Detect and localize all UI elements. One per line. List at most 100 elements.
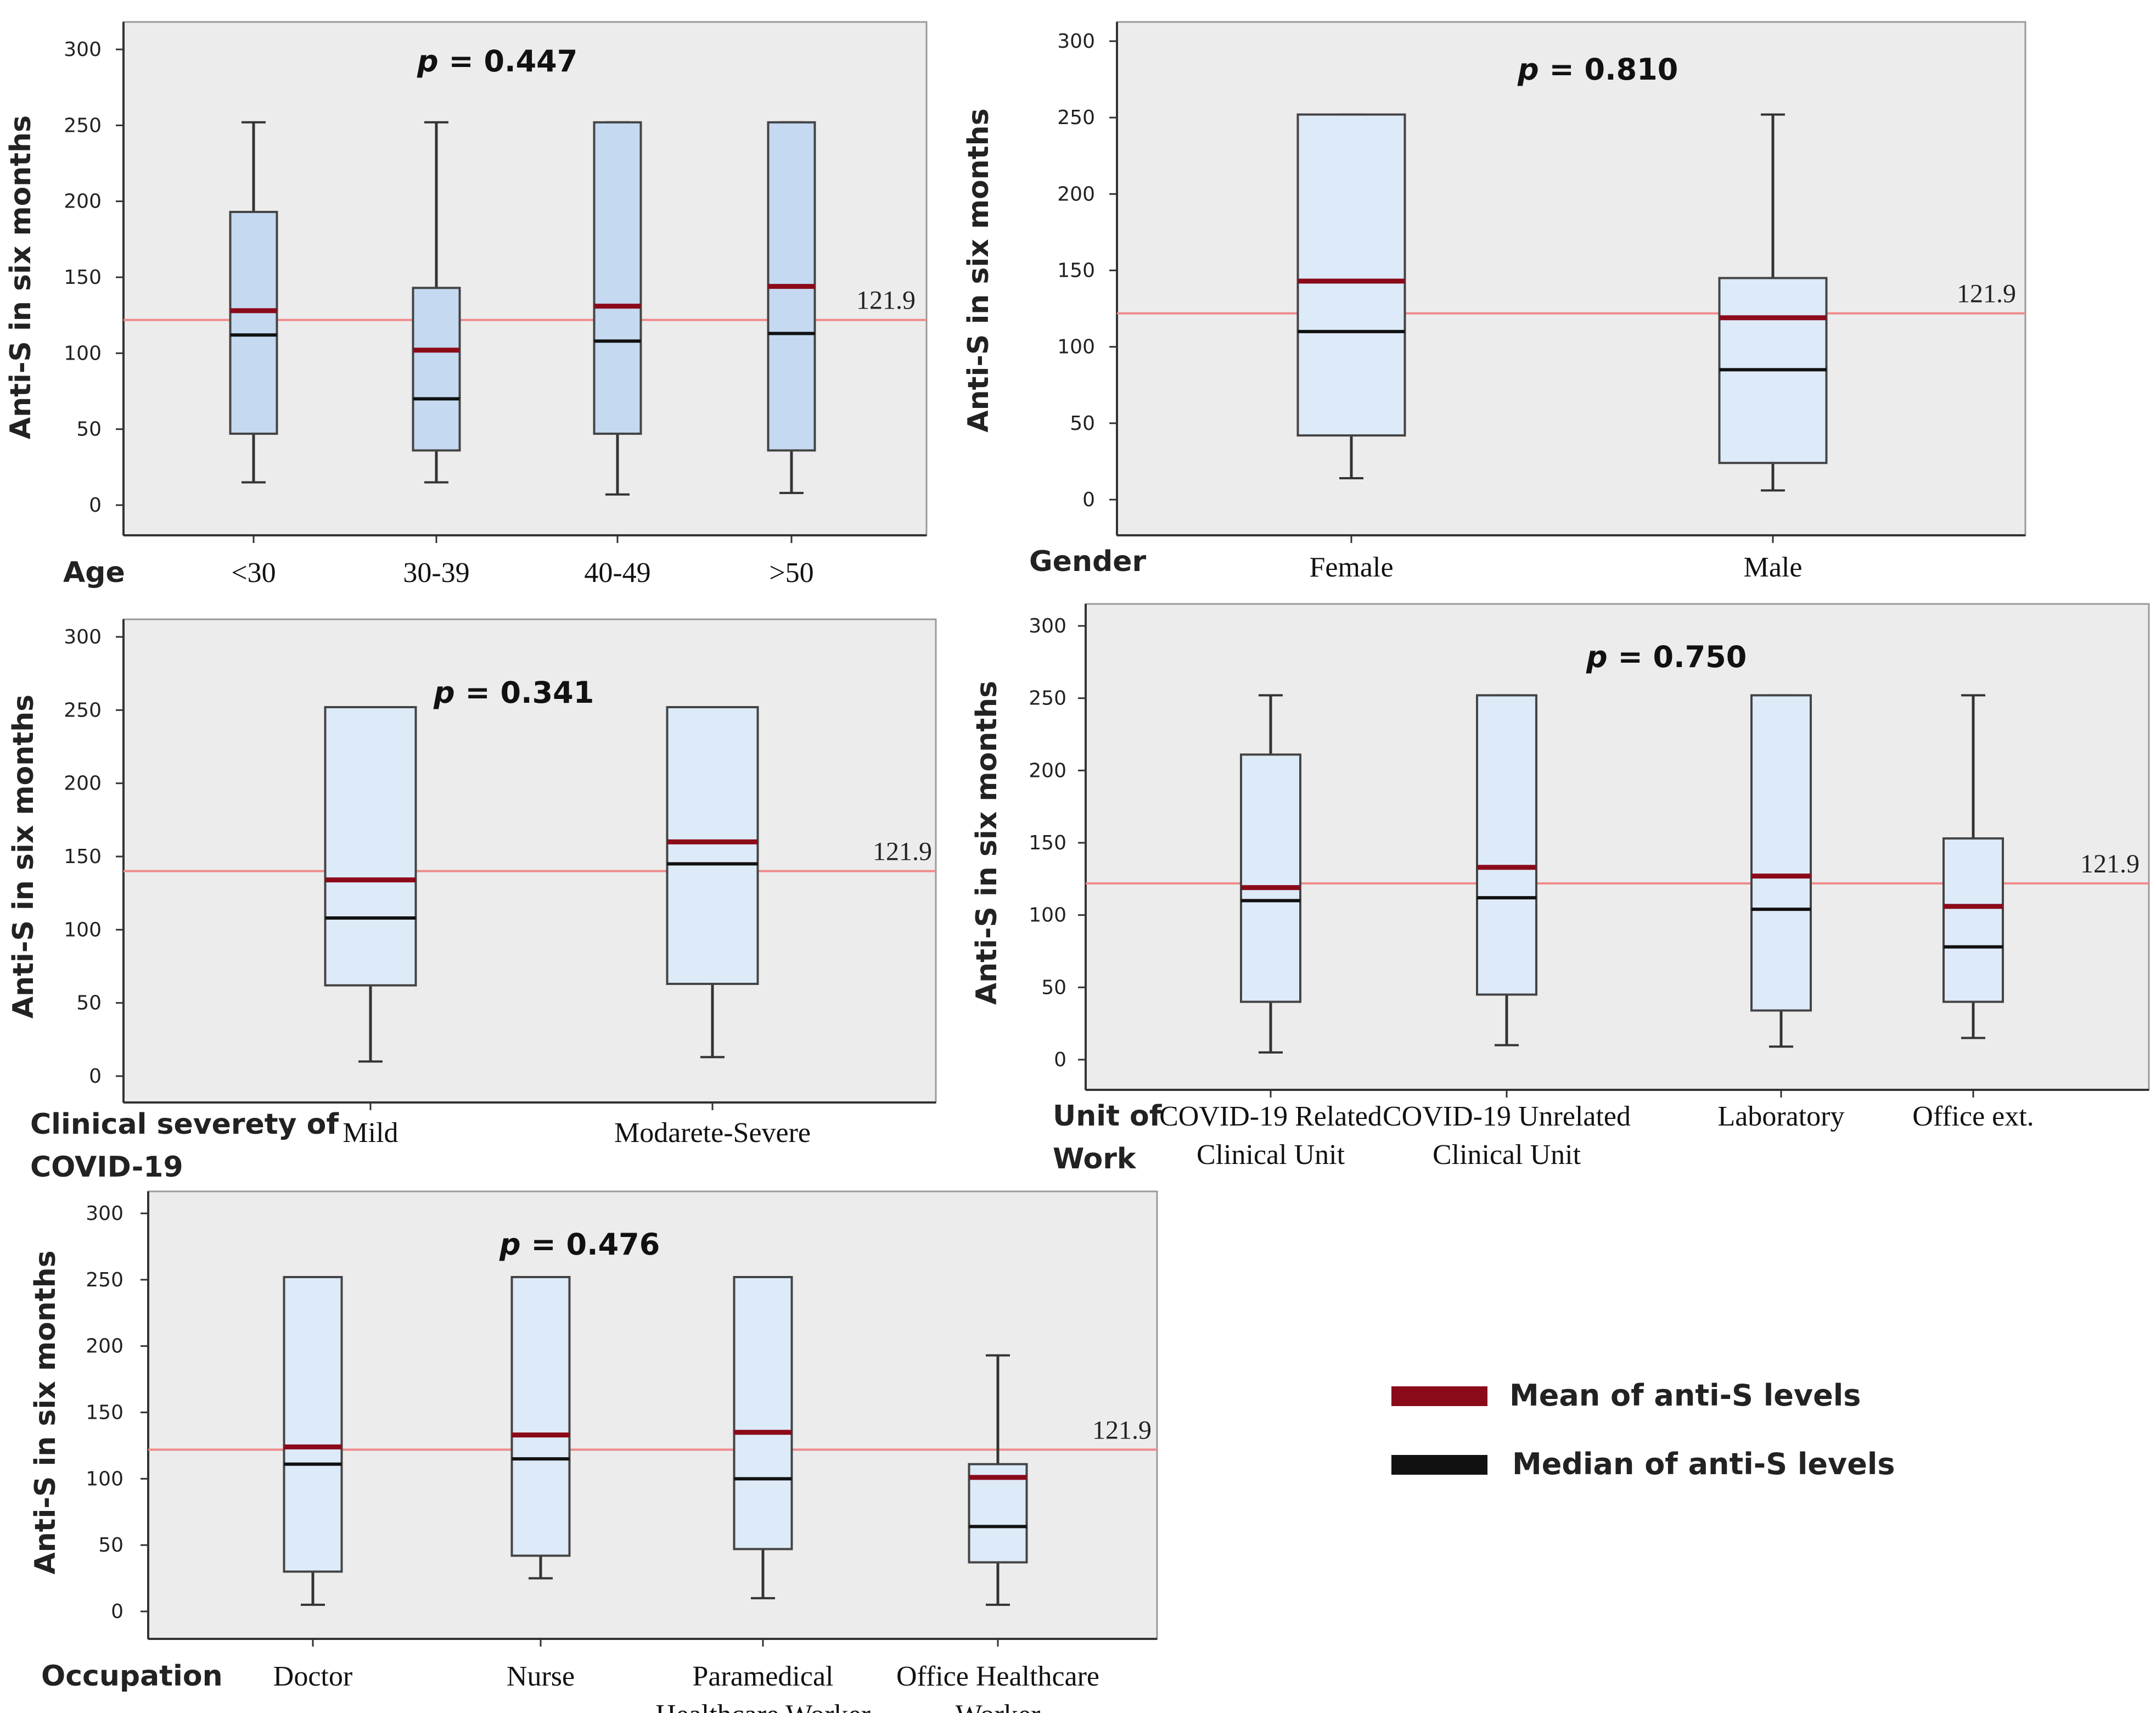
y-axis-label: Anti-S in six months (7, 695, 40, 1018)
y-axis-label: Anti-S in six months (970, 681, 1003, 1005)
y-tick-label: 250 (64, 114, 102, 137)
p-number: = 0.750 (1608, 640, 1747, 674)
y-tick-label: 300 (64, 38, 102, 61)
category-label-line: 40-49 (584, 557, 650, 589)
y-axis-label: Anti-S in six months (962, 108, 995, 432)
reference-label: 121.9 (2080, 849, 2140, 878)
category-label-line: Laboratory (1717, 1101, 1844, 1132)
box-iqr (324, 706, 417, 987)
y-tick-label: 200 (64, 772, 102, 795)
box-1: 30-39 (403, 121, 470, 589)
p-value: p = 0.750 (1586, 640, 1747, 674)
y-tick-label: 300 (1057, 30, 1095, 53)
category-label: COVID-19 Unrelated Clinical Unit (1383, 1101, 1631, 1171)
y-tick-label: 0 (111, 1600, 123, 1623)
chart-gender: 0 50 100 150 200 250 300 Anti-S in six months p … (962, 21, 2026, 583)
y-tick-label: 150 (64, 266, 102, 289)
box-iqr (229, 211, 278, 435)
group-label: Clinical severety of COVID-19 (30, 1108, 339, 1184)
y-tick-label: 200 (1057, 183, 1095, 205)
y-axis-label: Anti-S in six months (29, 1250, 62, 1574)
p-symbol: p (499, 1227, 521, 1262)
category-label: Nurse (507, 1661, 575, 1692)
category-label-line: <30 (231, 557, 276, 589)
p-symbol: p (433, 675, 455, 710)
legend-swatch-mean (1391, 1386, 1487, 1406)
y-tick-label: 50 (98, 1534, 123, 1557)
group-label-line: Work (1053, 1143, 1137, 1175)
y-tick-label: 100 (1057, 336, 1095, 359)
y-tick-label: 100 (86, 1468, 123, 1490)
p-symbol: p (417, 44, 439, 79)
category-label: 40-49 (584, 557, 650, 589)
category-label: 30-39 (403, 557, 469, 589)
group-label-line: Unit of (1053, 1100, 1163, 1133)
legend: Mean of anti-S levels Median of anti-S le… (1391, 1378, 1895, 1481)
chart-age: 0 50 100 150 200 250 300 Anti-S in six months p … (4, 21, 928, 589)
category-label-line: Healthcare Worker (655, 1699, 871, 1713)
box-2: Paramedical Healthcare Worker (655, 1276, 871, 1713)
group-label: Unit of Work (1053, 1100, 1163, 1175)
chart-severity: 0 50 100 150 200 250 300 Anti-S in six months p … (7, 618, 937, 1184)
box-0: Female (1296, 113, 1406, 583)
box-1: Nurse (507, 1276, 575, 1692)
reference-label: 121.9 (1957, 279, 2016, 309)
p-number: = 0.447 (439, 44, 578, 79)
group-label-line: Occupation (41, 1660, 223, 1693)
category-label-line: Male (1744, 552, 1803, 583)
category-label-line: Modarete-Severe (614, 1117, 811, 1149)
box-iqr (1942, 837, 2004, 1003)
y-tick-label: 0 (89, 1065, 102, 1088)
box-iqr (666, 706, 759, 985)
box-iqr (968, 1463, 1028, 1564)
box-iqr (412, 287, 461, 452)
group-label: Occupation (41, 1660, 223, 1693)
y-tick-label: 0 (1082, 489, 1095, 511)
chart-unit: 0 50 100 150 200 250 300 Anti-S in six months p … (970, 603, 2150, 1175)
box-iqr (1296, 113, 1406, 437)
box-iqr (593, 121, 642, 435)
group-label-line: Clinical severety of (30, 1108, 339, 1141)
box-iqr (1240, 753, 1301, 1003)
p-number: = 0.341 (455, 675, 594, 710)
box-3: Office ext. (1912, 694, 2034, 1132)
y-tick-label: 50 (1041, 976, 1066, 999)
category-label: Office ext. (1912, 1101, 2034, 1132)
box-0: Mild (324, 706, 417, 1149)
category-label: Laboratory (1717, 1101, 1844, 1132)
p-number: = 0.810 (1539, 52, 1678, 87)
chart-occupation: 0 50 100 150 200 250 300 Anti-S in six months p … (29, 1190, 1158, 1713)
box-iqr (283, 1276, 343, 1573)
category-label: >50 (769, 557, 813, 589)
y-tick-label: 200 (1029, 759, 1066, 782)
group-label: Gender (1029, 545, 1146, 578)
y-tick-label: 50 (76, 992, 102, 1015)
category-label-line: Nurse (507, 1661, 575, 1692)
box-iqr (1476, 694, 1537, 996)
category-label: <30 (231, 557, 276, 589)
reference-label: 121.9 (873, 837, 932, 866)
box-0: Doctor (273, 1276, 352, 1692)
y-tick-label: 0 (1054, 1049, 1066, 1071)
y-tick-label: 0 (89, 494, 102, 517)
box-0: <30 (229, 121, 278, 589)
box-0: COVID-19 Related Clinical Unit (1159, 694, 1382, 1171)
y-tick-label: 200 (64, 191, 102, 213)
category-label-line: COVID-19 Related (1159, 1101, 1382, 1132)
plot-area (122, 618, 937, 1104)
y-tick-label: 50 (76, 418, 102, 441)
y-tick-label: 100 (64, 342, 102, 365)
p-value: p = 0.476 (499, 1227, 660, 1262)
category-label-line: Clinical Unit (1433, 1139, 1581, 1171)
category-label: Modarete-Severe (614, 1117, 811, 1149)
category-label-line: Mild (343, 1117, 398, 1149)
y-tick-label: 100 (1029, 904, 1066, 927)
box-2: 40-49 (584, 121, 651, 589)
category-label-line: Female (1309, 552, 1393, 583)
category-label-line: >50 (769, 557, 813, 589)
category-label: COVID-19 Related Clinical Unit (1159, 1101, 1382, 1171)
box-2: Laboratory (1717, 694, 1845, 1132)
category-label-line: Office Healthcare (896, 1661, 1099, 1692)
legend-swatch-median (1391, 1455, 1487, 1475)
